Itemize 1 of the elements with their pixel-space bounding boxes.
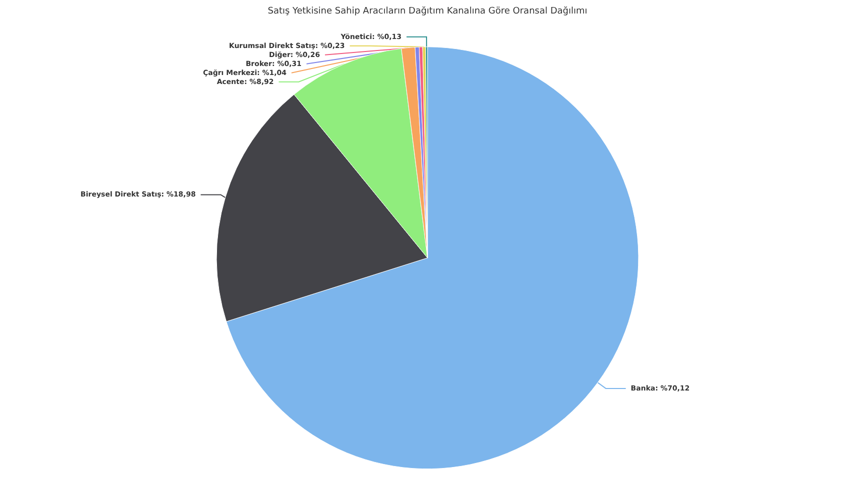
chart-title: Satış Yetkisine Sahip Aracıların Dağıtım Kanalına Göre Oransal Dağılımı bbox=[268, 6, 588, 16]
